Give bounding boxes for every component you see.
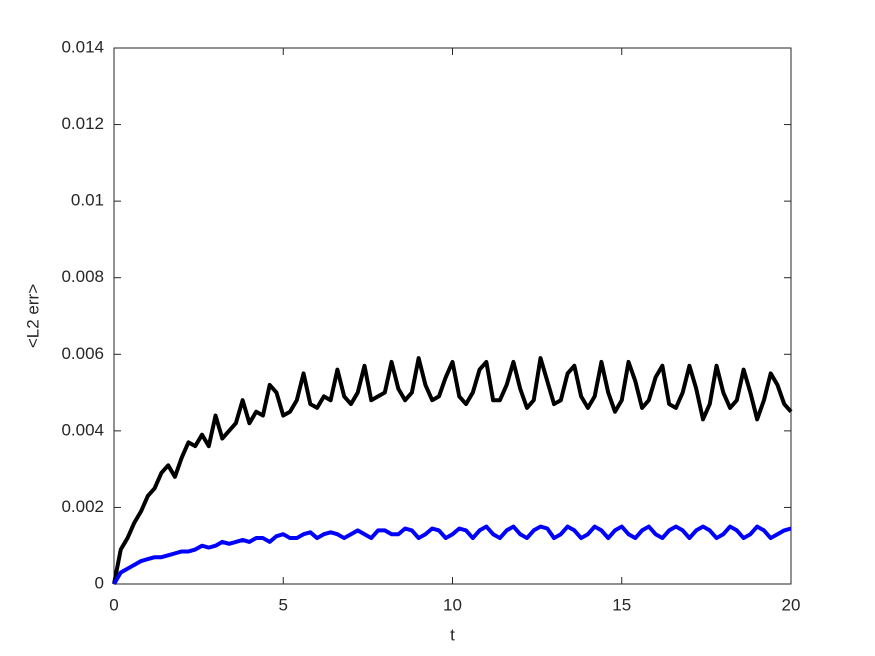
y-tick-label: 0.006 [61,344,104,363]
x-tick-label: 10 [443,595,462,614]
x-axis-label: t [450,625,455,644]
y-tick-label: 0.008 [61,267,104,286]
data-line [112,356,793,585]
x-tick-label: 5 [279,595,288,614]
y-tick-label: 0.01 [71,191,104,210]
plot-area [113,47,792,585]
y-axis-label: <L2 err> [23,284,42,348]
data-line [112,524,792,586]
y-tick-label: 0.012 [61,114,104,133]
x-tick-label: 20 [782,595,801,614]
x-tick-label: 0 [109,595,118,614]
x-tick-label: 15 [612,595,631,614]
y-tick-label: 0.002 [61,497,104,516]
y-tick-label: 0.014 [61,37,104,56]
y-tick-label: 0 [95,573,104,592]
y-tick-label: 0.004 [61,420,104,439]
